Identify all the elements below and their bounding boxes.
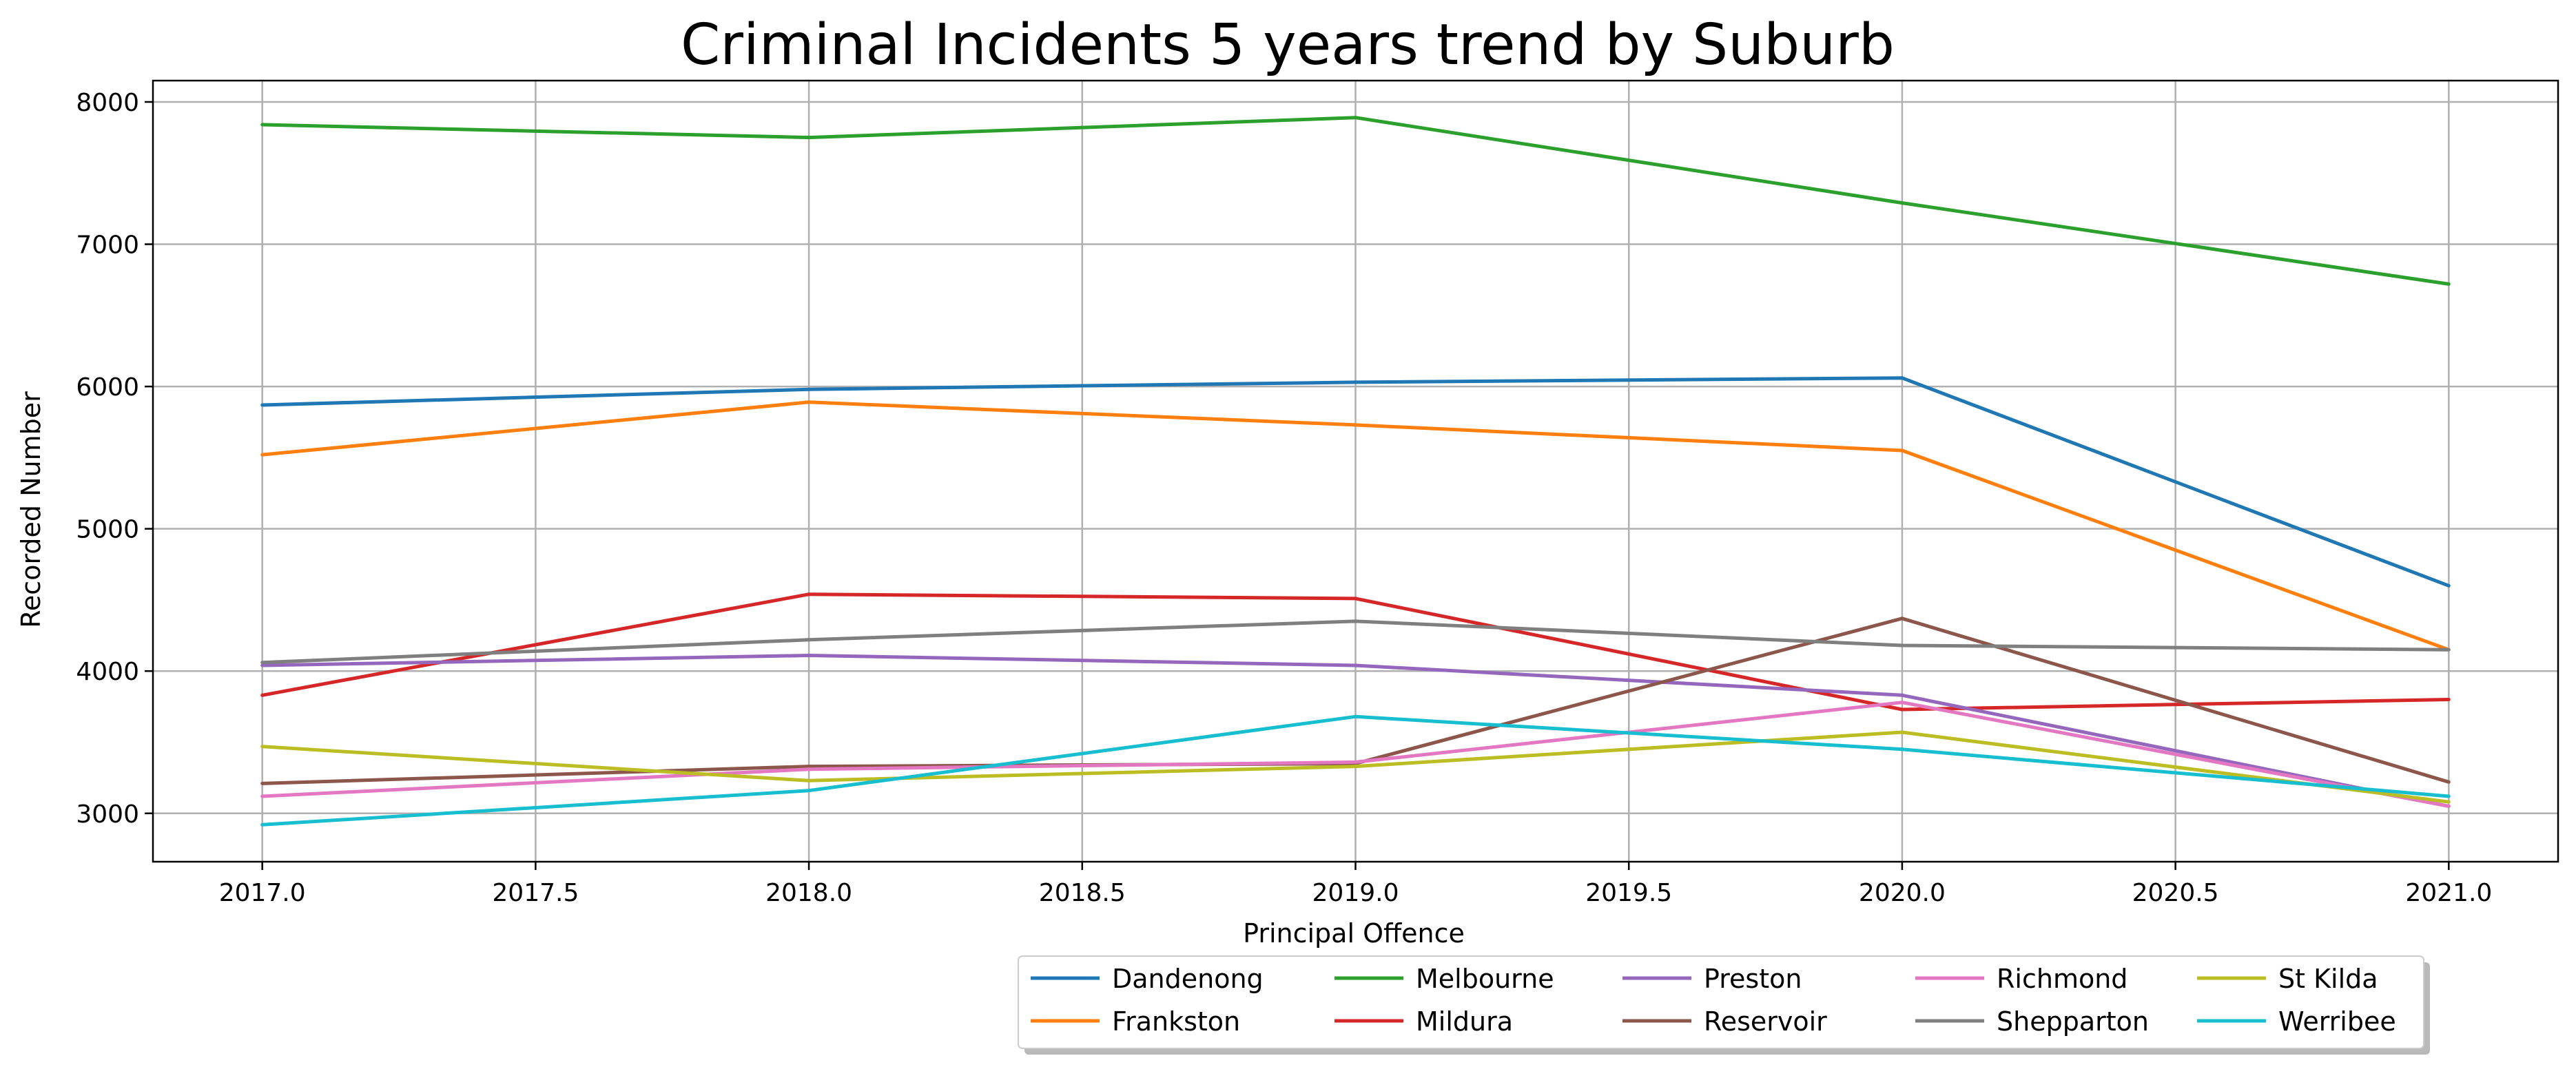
x-axis-ticks: 2017.0 2017.5 2018.0 2018.5 2019.0 2019.5 2020… [219, 862, 2492, 907]
data-point-preston [260, 663, 265, 667]
data-point-richmond [260, 794, 265, 798]
data-point-frankston [807, 400, 811, 404]
x-tick-label: 2017.5 [492, 879, 579, 907]
data-point-preston [1900, 693, 1904, 697]
data-point-werribee [2446, 794, 2451, 798]
data-point-shepparton [2446, 648, 2451, 652]
data-point-dandenong [1354, 380, 1357, 384]
data-point-preston [1354, 663, 1357, 667]
data-point-richmond [1354, 760, 1357, 764]
y-tick-label: 8000 [76, 89, 139, 117]
legend-label: Melbourne [1416, 964, 1554, 994]
x-tick-label: 2017.0 [219, 879, 306, 907]
data-point-frankston [260, 453, 265, 457]
data-point-dandenong [260, 403, 265, 407]
data-point-mildura [2446, 698, 2451, 701]
x-tick-label: 2019.5 [1585, 879, 1672, 907]
y-tick-label: 4000 [76, 658, 139, 686]
data-point-st-kilda [1900, 730, 1904, 734]
data-point-st-kilda [807, 778, 811, 783]
data-point-dandenong [2446, 583, 2451, 588]
data-point-richmond [2446, 804, 2451, 808]
legend-label: St Kilda [2278, 964, 2378, 994]
data-point-reservoir [807, 765, 811, 769]
legend-label: Reservoir [1704, 1006, 1827, 1037]
data-point-werribee [1900, 747, 1904, 752]
y-axis-label: Recorded Number [16, 391, 46, 628]
legend-label: Richmond [1997, 964, 2127, 994]
data-point-shepparton [807, 638, 811, 642]
data-point-st-kilda [2446, 800, 2451, 804]
data-point-werribee [260, 822, 265, 827]
data-point-frankston [1354, 423, 1357, 427]
x-axis-label: Principal Offence [1243, 918, 1465, 949]
x-tick-label: 2018.0 [765, 879, 852, 907]
x-tick-label: 2020.5 [2132, 879, 2219, 907]
data-point-shepparton [1900, 643, 1904, 648]
data-point-reservoir [260, 781, 265, 785]
x-tick-label: 2019.0 [1312, 879, 1399, 907]
data-point-mildura [1354, 597, 1357, 601]
legend-label: Dandenong [1112, 964, 1264, 994]
data-point-melbourne [260, 123, 265, 127]
legend-label: Preston [1704, 964, 1802, 994]
data-point-mildura [1900, 707, 1904, 712]
series-lines [260, 116, 2451, 827]
y-axis-ticks: 3000 4000 5000 6000 7000 8000 [76, 89, 153, 829]
grid-lines [153, 81, 2558, 862]
legend: Dandenong Frankston Melbourne Mildura Presto… [1018, 955, 2430, 1055]
data-point-werribee [1354, 714, 1357, 718]
chart-title: Criminal Incidents 5 years trend by Subu… [681, 12, 1895, 78]
x-tick-label: 2018.5 [1039, 879, 1126, 907]
x-tick-label: 2020.0 [1859, 879, 1946, 907]
data-point-werribee [807, 789, 811, 793]
data-point-dandenong [807, 387, 811, 391]
data-point-melbourne [807, 136, 811, 140]
data-point-st-kilda [260, 745, 265, 749]
y-tick-label: 6000 [76, 373, 139, 402]
legend-label: Werribee [2278, 1006, 2396, 1037]
y-tick-label: 7000 [76, 231, 139, 260]
data-point-shepparton [1354, 619, 1357, 623]
legend-label: Mildura [1416, 1006, 1513, 1037]
legend-label: Shepparton [1997, 1006, 2149, 1037]
data-point-st-kilda [1354, 765, 1357, 769]
y-tick-label: 3000 [76, 800, 139, 829]
data-point-melbourne [1354, 116, 1357, 120]
legend-label: Frankston [1112, 1006, 1240, 1037]
data-point-frankston [1900, 448, 1904, 453]
data-point-melbourne [1900, 201, 1904, 205]
data-point-richmond [1900, 701, 1904, 705]
data-point-reservoir [1900, 617, 1904, 621]
data-point-mildura [260, 693, 265, 697]
data-point-richmond [807, 767, 811, 771]
x-tick-label: 2021.0 [2405, 879, 2492, 907]
data-point-dandenong [1900, 376, 1904, 380]
data-point-shepparton [260, 661, 265, 665]
data-point-mildura [807, 592, 811, 597]
data-point-melbourne [2446, 282, 2451, 286]
data-point-preston [807, 654, 811, 657]
y-tick-label: 5000 [76, 516, 139, 544]
data-point-reservoir [2446, 780, 2451, 784]
